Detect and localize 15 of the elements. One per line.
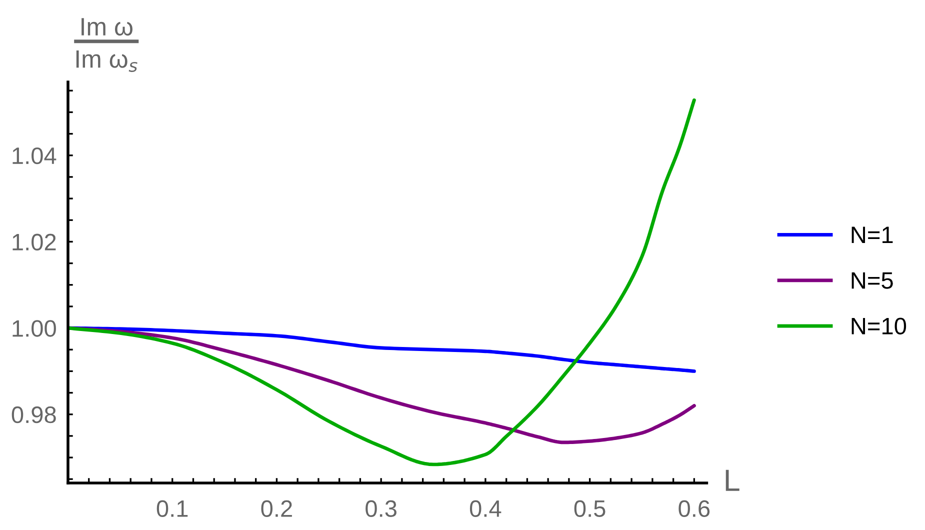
legend-label: N=5 (852, 272, 893, 289)
y-tick-label: 1.02 (12, 234, 56, 250)
legend-label: N=1 (852, 226, 893, 243)
x-axis-title: L (726, 470, 740, 491)
y-tick-label: 0.98 (12, 406, 56, 424)
x-tick-label: 0.6 (678, 500, 710, 517)
x-tick-label: 0.4 (470, 500, 502, 517)
x-tick-label: 0.1 (156, 500, 188, 517)
x-tick-label: 0.2 (261, 500, 292, 517)
y-tick-label: 1.04 (12, 147, 56, 164)
x-tick-label: 0.5 (574, 500, 606, 517)
x-tick-label: 0.3 (366, 500, 396, 517)
y-axis-title: Im ω Im ω$_{s}$ (76, 18, 138, 72)
y-tick-label: 1.00 (12, 320, 56, 337)
legend-label: N=10 (852, 318, 906, 334)
